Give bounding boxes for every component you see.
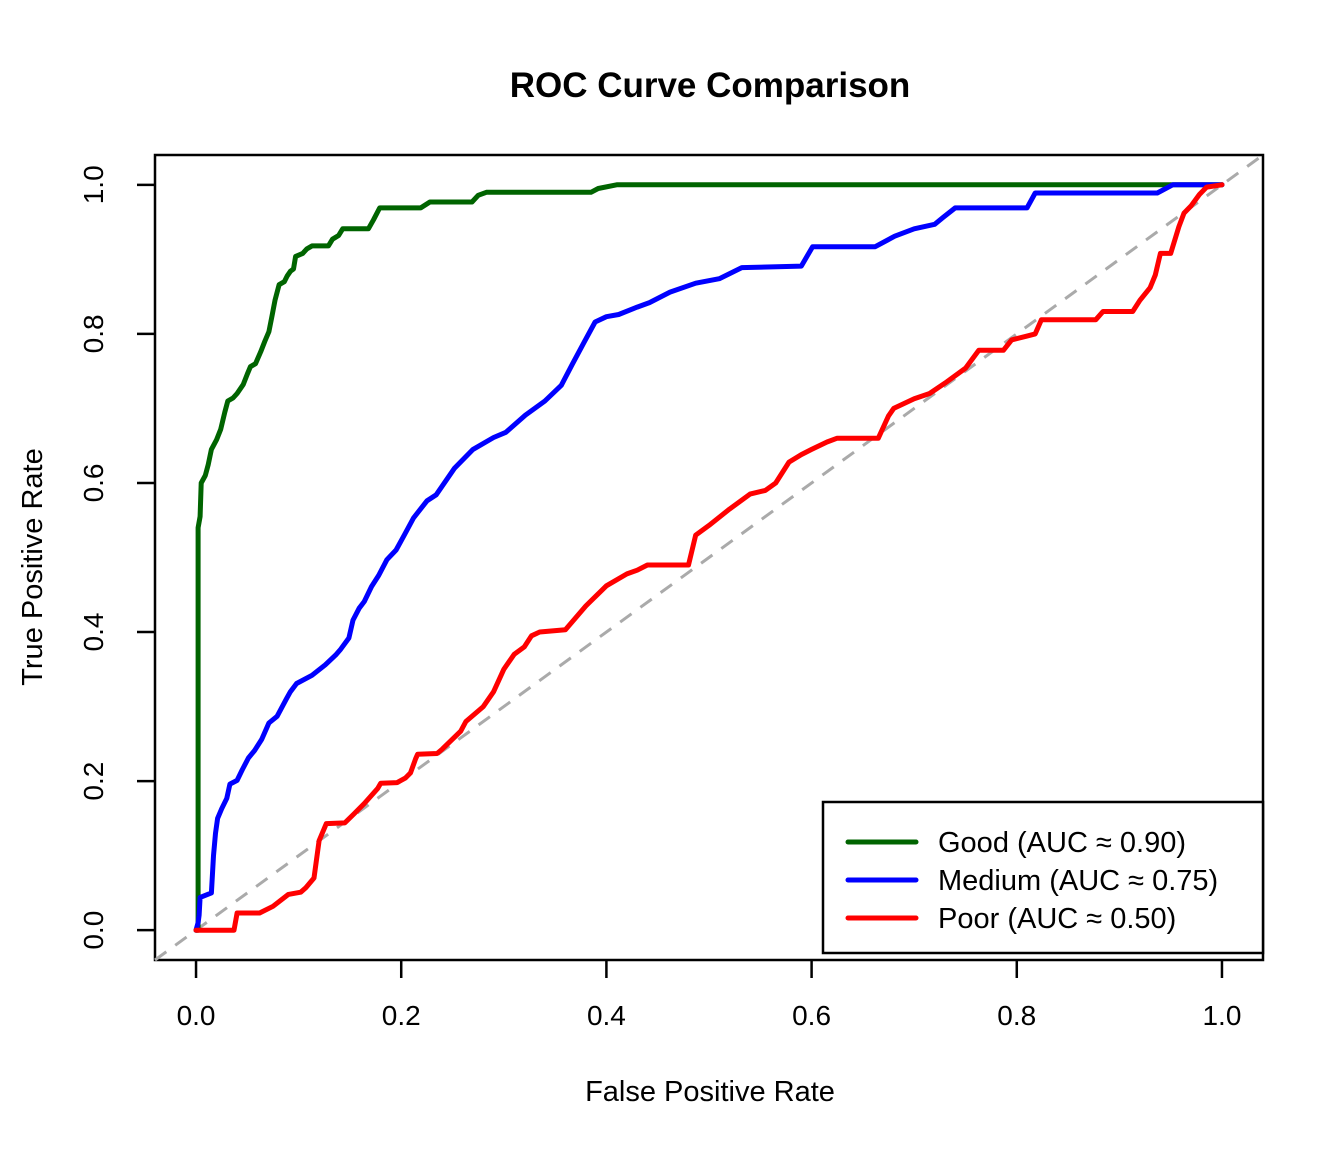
y-tick-label: 0.8 bbox=[78, 314, 109, 353]
y-tick-label: 0.0 bbox=[78, 911, 109, 950]
roc-curve-good bbox=[193, 182, 1225, 933]
x-tick-label: 0.2 bbox=[382, 1000, 421, 1031]
x-axis: 0.0 0.2 0.4 0.6 0.8 1.0 bbox=[177, 960, 1241, 1031]
chance-diagonal-line bbox=[154, 153, 1264, 962]
plot-border bbox=[153, 153, 1265, 962]
legend: Good (AUC ≈ 0.90) Medium (AUC ≈ 0.75) Poor… bbox=[821, 800, 1265, 955]
legend-entry-label: Good (AUC ≈ 0.90) bbox=[938, 827, 1186, 859]
chart-title: ROC Curve Comparison bbox=[510, 66, 911, 105]
legend-entry-label: Poor (AUC ≈ 0.50) bbox=[938, 903, 1176, 935]
roc-curve-poor bbox=[193, 182, 1225, 933]
x-tick-label: 0.6 bbox=[792, 1000, 831, 1031]
x-axis-title: False Positive Rate bbox=[585, 1076, 835, 1108]
y-axis: 0.0 0.2 0.4 0.6 0.8 1.0 bbox=[78, 165, 155, 950]
x-tick-label: 1.0 bbox=[1202, 1000, 1241, 1031]
x-tick-label: 0.0 bbox=[177, 1000, 216, 1031]
x-tick-label: 0.4 bbox=[587, 1000, 626, 1031]
y-tick-label: 0.6 bbox=[78, 463, 109, 502]
plot-area bbox=[154, 153, 1264, 962]
y-tick-label: 0.4 bbox=[78, 613, 109, 652]
legend-entries: Good (AUC ≈ 0.90) Medium (AUC ≈ 0.75) Poor… bbox=[845, 827, 1218, 935]
y-tick-label: 0.2 bbox=[78, 762, 109, 801]
roc-curve-medium bbox=[193, 182, 1225, 933]
x-tick-label: 0.8 bbox=[997, 1000, 1036, 1031]
y-tick-label: 1.0 bbox=[78, 165, 109, 204]
legend-entry-label: Medium (AUC ≈ 0.75) bbox=[938, 865, 1218, 897]
y-axis-title: True Positive Rate bbox=[17, 448, 49, 685]
